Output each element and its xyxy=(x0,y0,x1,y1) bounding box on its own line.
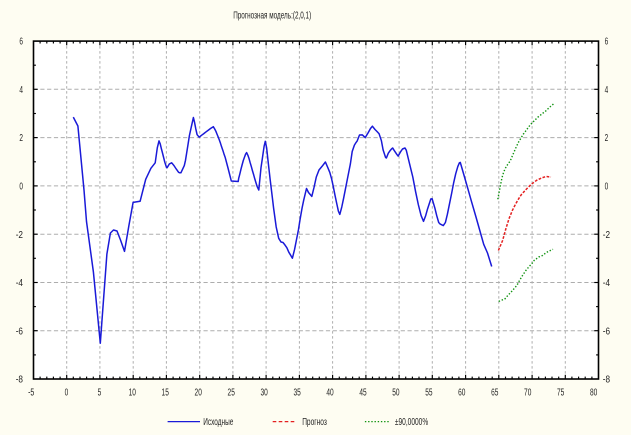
svg-text:-8: -8 xyxy=(603,375,611,386)
svg-text:-6: -6 xyxy=(16,326,24,337)
svg-text:-8: -8 xyxy=(16,375,24,386)
svg-text:±90,0000%: ±90,0000% xyxy=(395,417,428,428)
svg-text:75: 75 xyxy=(557,388,565,399)
svg-text:-4: -4 xyxy=(16,278,24,289)
svg-text:0: 0 xyxy=(65,388,69,399)
svg-text:4: 4 xyxy=(19,85,23,96)
svg-text:15: 15 xyxy=(162,388,170,399)
svg-text:10: 10 xyxy=(129,388,137,399)
svg-text:Исходные: Исходные xyxy=(203,417,233,428)
svg-text:35: 35 xyxy=(293,388,301,399)
svg-text:50: 50 xyxy=(392,388,400,399)
svg-text:Прогнозная модель:(2,0,1): Прогнозная модель:(2,0,1) xyxy=(233,11,311,22)
svg-text:2: 2 xyxy=(19,133,23,144)
svg-text:6: 6 xyxy=(605,37,609,48)
svg-text:70: 70 xyxy=(524,388,532,399)
svg-text:-5: -5 xyxy=(28,388,34,399)
svg-text:30: 30 xyxy=(260,388,268,399)
svg-text:0: 0 xyxy=(19,182,23,193)
svg-text:80: 80 xyxy=(590,388,598,399)
svg-text:-2: -2 xyxy=(16,230,24,241)
svg-text:-2: -2 xyxy=(603,230,611,241)
svg-text:25: 25 xyxy=(228,388,236,399)
svg-text:4: 4 xyxy=(605,85,609,96)
svg-text:40: 40 xyxy=(326,388,334,399)
svg-text:0: 0 xyxy=(605,182,609,193)
svg-text:55: 55 xyxy=(425,388,433,399)
svg-text:5: 5 xyxy=(98,388,102,399)
svg-text:Прогноз: Прогноз xyxy=(302,417,327,428)
svg-text:-4: -4 xyxy=(603,278,611,289)
svg-text:20: 20 xyxy=(195,388,203,399)
svg-text:6: 6 xyxy=(19,37,23,48)
svg-text:-6: -6 xyxy=(603,326,611,337)
svg-text:45: 45 xyxy=(359,388,367,399)
svg-text:60: 60 xyxy=(458,388,466,399)
svg-text:65: 65 xyxy=(491,388,499,399)
svg-text:2: 2 xyxy=(605,133,609,144)
